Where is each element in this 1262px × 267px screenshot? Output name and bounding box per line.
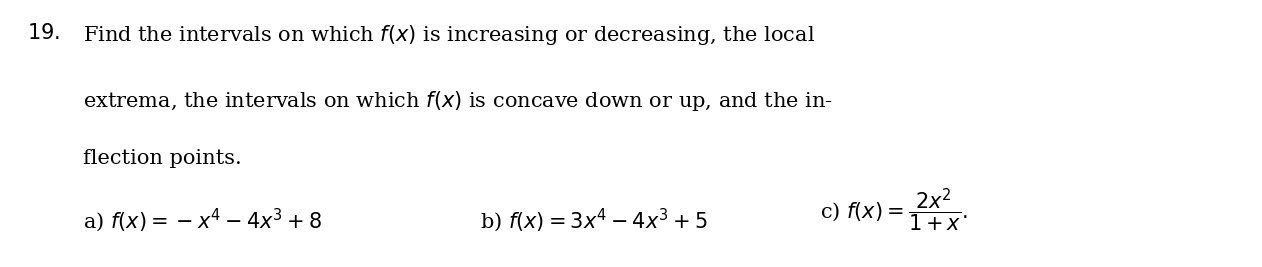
Text: Find the intervals on which $f(x)$ is increasing or decreasing, the local: Find the intervals on which $f(x)$ is in…	[83, 22, 815, 46]
Text: a) $f(x) = -x^4 - 4x^3 + 8$: a) $f(x) = -x^4 - 4x^3 + 8$	[83, 206, 323, 234]
Text: c) $f(x) = \dfrac{2x^2}{1+x}.$: c) $f(x) = \dfrac{2x^2}{1+x}.$	[820, 186, 968, 234]
Text: flection points.: flection points.	[83, 149, 242, 168]
Text: b) $f(x) = 3x^4 - 4x^3 + 5$: b) $f(x) = 3x^4 - 4x^3 + 5$	[480, 206, 707, 234]
Text: extrema, the intervals on which $f(x)$ is concave down or up, and the in-: extrema, the intervals on which $f(x)$ i…	[83, 89, 833, 113]
Text: $19.$: $19.$	[27, 22, 59, 42]
